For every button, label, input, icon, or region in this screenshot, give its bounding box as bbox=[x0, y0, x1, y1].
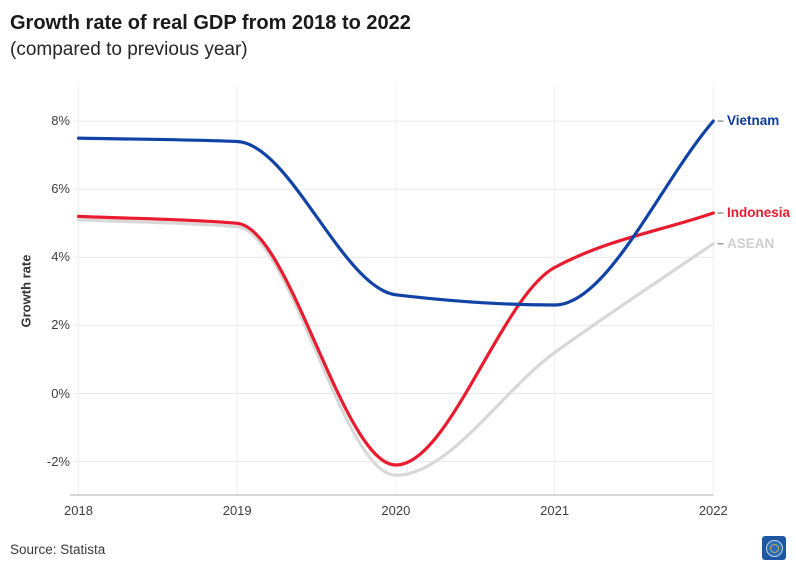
y-tick-label: 8% bbox=[51, 113, 70, 129]
chart-subtitle: (compared to previous year) bbox=[10, 39, 248, 60]
series-line-asean bbox=[76, 218, 715, 477]
seal-logo-ring bbox=[765, 539, 783, 557]
source-attribution: Source: Statista bbox=[10, 542, 106, 557]
y-tick-label: -2% bbox=[46, 453, 70, 469]
x-tick-label: 2022 bbox=[698, 503, 728, 518]
seal-logo-icon bbox=[762, 536, 786, 560]
legend-label-asean: ASEAN bbox=[727, 235, 775, 251]
series-line-indonesia bbox=[76, 211, 715, 467]
x-tick-label: 2020 bbox=[381, 503, 411, 518]
x-tick-label: 2018 bbox=[64, 503, 93, 518]
x-tick-label: 2021 bbox=[540, 503, 570, 518]
legend-label-indonesia: Indonesia bbox=[727, 205, 791, 221]
y-tick-label: 2% bbox=[51, 317, 70, 333]
y-tick-label: 6% bbox=[51, 181, 70, 197]
x-tick-label: 2019 bbox=[222, 503, 252, 518]
chart-title: Growth rate of real GDP from 2018 to 202… bbox=[10, 12, 411, 34]
legend-label-vietnam: Vietnam bbox=[727, 113, 780, 129]
seal-logo-core bbox=[769, 543, 779, 553]
series-line-vietnam bbox=[76, 119, 715, 307]
y-tick-label: 0% bbox=[51, 385, 70, 401]
y-tick-label: 4% bbox=[51, 249, 70, 265]
